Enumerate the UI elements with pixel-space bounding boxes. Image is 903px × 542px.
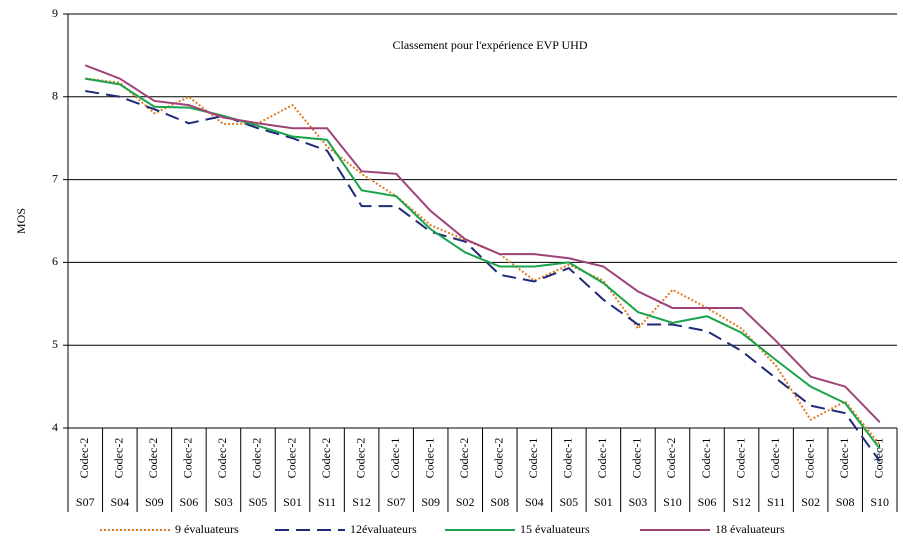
codec-label: Codec-1 bbox=[837, 438, 851, 479]
x-tick-label: S04 bbox=[525, 495, 544, 509]
x-tick-label: S08 bbox=[836, 495, 855, 509]
x-tick-label: S03 bbox=[214, 495, 233, 509]
codec-label: Codec-2 bbox=[353, 438, 367, 479]
x-tick-label: S02 bbox=[456, 495, 475, 509]
x-tick-label: S07 bbox=[76, 495, 95, 509]
y-tick-label: 4 bbox=[52, 420, 58, 434]
x-tick-label: S07 bbox=[387, 495, 406, 509]
codec-label: Codec-2 bbox=[181, 438, 195, 479]
x-tick-label: S04 bbox=[110, 495, 129, 509]
x-tick-label: S08 bbox=[490, 495, 509, 509]
chart-annotation: Classement pour l'expérience EVP UHD bbox=[393, 38, 588, 52]
legend-label: 15 évaluateurs bbox=[520, 522, 590, 536]
x-tick-label: S01 bbox=[283, 495, 302, 509]
codec-label: Codec-1 bbox=[699, 438, 713, 479]
x-tick-label: S06 bbox=[180, 495, 199, 509]
y-tick-label: 7 bbox=[52, 171, 58, 185]
x-tick-label: S11 bbox=[767, 495, 785, 509]
x-tick-label: S01 bbox=[594, 495, 613, 509]
x-tick-label: S03 bbox=[629, 495, 648, 509]
codec-label: Codec-2 bbox=[215, 438, 229, 479]
x-tick-label: S06 bbox=[698, 495, 717, 509]
x-tick-label: S11 bbox=[318, 495, 336, 509]
legend-label: 18 évaluateurs bbox=[715, 522, 785, 536]
codec-label: Codec-2 bbox=[146, 438, 160, 479]
codec-label: Codec-1 bbox=[388, 438, 402, 479]
codec-label: Codec-2 bbox=[457, 438, 471, 479]
codec-label: Codec-1 bbox=[802, 438, 816, 479]
x-tick-label: S09 bbox=[421, 495, 440, 509]
codec-label: Codec-1 bbox=[630, 438, 644, 479]
y-tick-label: 9 bbox=[52, 6, 58, 20]
legend-label: 12évaluateurs bbox=[350, 522, 417, 536]
codec-label: Codec-1 bbox=[526, 438, 540, 479]
x-tick-label: S10 bbox=[870, 495, 889, 509]
y-axis-label: MOS bbox=[14, 208, 28, 234]
x-tick-label: S05 bbox=[560, 495, 579, 509]
x-tick-label: S05 bbox=[249, 495, 268, 509]
y-tick-label: 8 bbox=[52, 89, 58, 103]
series-line bbox=[85, 90, 881, 462]
series-line bbox=[85, 77, 881, 450]
x-tick-label: S02 bbox=[801, 495, 820, 509]
codec-label: Codec-2 bbox=[492, 438, 506, 479]
codec-label: Codec-2 bbox=[319, 438, 333, 479]
x-tick-label: S12 bbox=[352, 495, 371, 509]
legend-label: 9 évaluateurs bbox=[175, 522, 239, 536]
codec-label: Codec-1 bbox=[768, 438, 782, 479]
codec-label: Codec-2 bbox=[77, 438, 91, 479]
codec-label: Codec-2 bbox=[664, 438, 678, 479]
codec-label: Codec-1 bbox=[733, 438, 747, 479]
y-tick-label: 6 bbox=[52, 254, 58, 268]
codec-label: Codec-2 bbox=[284, 438, 298, 479]
x-tick-label: S12 bbox=[732, 495, 751, 509]
codec-label: Codec-1 bbox=[595, 438, 609, 479]
codec-label: Codec-2 bbox=[250, 438, 264, 479]
codec-label: Codec-2 bbox=[112, 438, 126, 479]
x-tick-label: S09 bbox=[145, 495, 164, 509]
codec-label: Codec-1 bbox=[422, 438, 436, 479]
x-tick-label: S10 bbox=[663, 495, 682, 509]
series-line bbox=[84, 64, 881, 423]
series-line bbox=[85, 77, 881, 446]
y-tick-label: 5 bbox=[52, 337, 58, 351]
codec-label: Codec-1 bbox=[561, 438, 575, 479]
